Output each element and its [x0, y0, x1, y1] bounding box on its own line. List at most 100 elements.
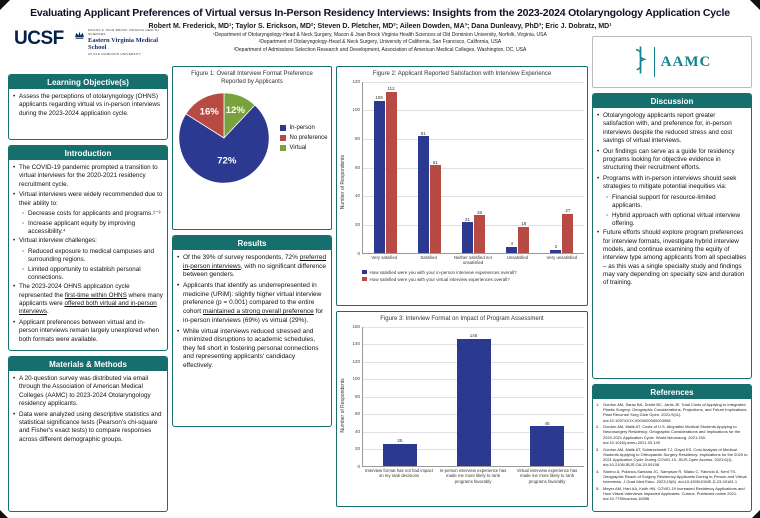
bar-group: 2 27: [540, 82, 584, 253]
legend-item: How satisfied were you with your virtual…: [362, 277, 584, 282]
bar: [429, 165, 441, 253]
bar: [530, 426, 565, 466]
bullet-marker: •: [597, 175, 600, 183]
corner-mark: [0, 0, 10, 10]
gridline: [363, 224, 584, 226]
chart-area: Number of Respondents 0 20 40 60 80 100 120 140 1…: [340, 323, 584, 485]
gridline: [363, 138, 584, 140]
results-body: • Of the 39% of survey respondents, 72% p…: [173, 250, 331, 426]
bar-with-label: 61: [429, 82, 441, 253]
sub-bullet-text: Increase applicant equity by improving a…: [28, 219, 136, 236]
bar-chart-legend: How satisfied were you with your in-pers…: [362, 270, 584, 282]
bar: [550, 249, 562, 253]
bar-with-label: 2: [550, 82, 562, 253]
legend-item: How satisfied were you with your in-pers…: [362, 270, 584, 275]
reference-item: 1. Gordon AM, Sarac BA, Drolet BC, Janis …: [596, 402, 748, 423]
bar-with-label: 112: [385, 82, 397, 253]
discussion-header: Discussion: [593, 94, 751, 108]
sub-bullet-text: Financial support for resource-limited a…: [612, 194, 716, 210]
y-tick-label: 120: [352, 358, 360, 364]
sub-bullet-item: ◦ Decrease costs for applicants and progr…: [22, 210, 163, 218]
reference-number: 4.: [596, 468, 600, 474]
affiliation-3: ³Department of Admissions Selection Rese…: [233, 46, 527, 53]
pie-slice-in-person: [179, 104, 270, 184]
authors-line: Robert M. Frederick, MD¹; Taylor S. Eric…: [148, 23, 612, 30]
category-label: Satisfied: [420, 255, 437, 260]
legend-label: No preference: [289, 135, 328, 141]
plot-column: 0 20 40 60 80 100 120 140 160 25 145 45 Interview fo…: [348, 323, 584, 485]
evms-line2: Eastern Virginia Medical School: [88, 37, 159, 52]
bar-group: 81 61: [407, 82, 451, 253]
bar-with-label: 45: [530, 327, 565, 466]
bullet-text: Otolaryngology applicants report greater…: [603, 112, 733, 144]
bullet-item: • Virtual interviews were widely recommen…: [13, 191, 163, 208]
bar-value-label: 25: [397, 438, 403, 444]
sub-bullet-item: ◦ Limited opportunity to establish person…: [22, 266, 163, 283]
bullet-marker: •: [13, 93, 16, 100]
bullet-text: Applicant preferences between virtual an…: [19, 319, 160, 343]
bullet-item: • Our findings can serve as a guide for r…: [597, 148, 747, 173]
bar-value-label: 2: [554, 244, 558, 250]
y-tick-label: 40: [354, 193, 360, 199]
bar: [456, 338, 491, 466]
bar-value-label: 26: [476, 209, 482, 215]
bar-with-label: 145: [456, 327, 491, 466]
section-references: References 1. Gordon AM, Sarac BA, Drolet…: [592, 384, 752, 512]
bar: [518, 226, 530, 253]
category-label: In-person interview experience has made …: [439, 468, 507, 484]
y-tick-label: 100: [352, 107, 360, 113]
pie-value-label: 12%: [226, 105, 246, 116]
evms-line3: at Old Dominion University: [88, 52, 142, 57]
pie-chart: 12% 72% 16%: [179, 92, 270, 184]
materials-methods-body: • A 20-question survey was distributed vi…: [9, 371, 167, 511]
bar-group: 25: [363, 327, 437, 466]
bullet-marker: •: [13, 319, 16, 327]
y-axis: 0 20 40 60 80 100 120 140 160: [348, 323, 362, 469]
bar-groups: 106 112 81 61 21 26 4 18 2 27: [363, 82, 584, 253]
bullet-marker: •: [597, 229, 600, 237]
pie-legend-item: No preference: [280, 135, 328, 141]
legend-swatch: [280, 145, 287, 151]
bullet-item: • Of the 39% of survey respondents, 72% p…: [177, 254, 327, 280]
bar-group: 106 112: [363, 82, 407, 253]
legend-label: How satisfied were you with your virtual…: [369, 276, 510, 282]
figure-1: Figure 1: Overall Interview Format Prefe…: [172, 66, 332, 230]
discussion-body: • Otolaryngology applicants report greate…: [593, 108, 751, 378]
gridline: [363, 167, 584, 169]
reference-item: 2. Gordon AM, Malik AT. Costs of U.S. All…: [596, 424, 748, 445]
bullet-text: Virtual interviews were widely recommend…: [19, 191, 163, 207]
bullet-text: Future efforts should explore program pr…: [603, 229, 747, 287]
bar-with-label: 26: [474, 82, 485, 253]
reference-text: Gordon AM, Malik AT. Costs of U.S. Allop…: [603, 424, 741, 445]
bullet-marker: •: [13, 237, 16, 245]
legend-swatch: [362, 276, 367, 282]
middle-right-column: Figure 2: Applicant Reported Satisfactio…: [336, 66, 588, 512]
bullet-marker: •: [597, 112, 600, 119]
y-tick-label: 160: [352, 323, 360, 329]
legend-label: Virtual: [289, 145, 307, 151]
sub-bullet-marker: ◦: [22, 248, 25, 256]
category-labels: Interview format has not had impact on m…: [362, 468, 584, 484]
plot-column: 0 20 40 60 80 100 120 106 112 81 61 21 26 4 18 2 27 Very …: [348, 79, 584, 282]
y-tick-label: 80: [354, 393, 360, 399]
bullet-marker: •: [13, 375, 16, 382]
evms-line1: Macon & Joan Brock Virginia Health Scien…: [88, 28, 159, 36]
aamc-logo-divider: [653, 47, 655, 77]
bar-value-label: 45: [544, 420, 550, 426]
y-tick-label: 0: [357, 463, 360, 469]
bullet-marker: •: [13, 164, 16, 171]
y-axis-label: Number of Respondents: [340, 154, 346, 209]
plot-row: 0 20 40 60 80 100 120 140 160 25 145 45: [348, 323, 584, 469]
bullet-text: Virtual interview challenges:: [19, 237, 97, 245]
bar-with-label: 81: [417, 82, 429, 253]
figure-3-bar-chart: Number of Respondents 0 20 40 60 80 100 120 140 1…: [340, 323, 584, 485]
y-tick-label: 0: [357, 250, 360, 256]
y-tick-label: 100: [352, 376, 360, 381]
aamc-logo: AAMC: [592, 36, 752, 88]
bar-with-label: 25: [382, 327, 417, 466]
y-tick-label: 20: [354, 446, 360, 451]
sub-bullet-item: ◦ Financial support for resource-limited …: [606, 194, 747, 211]
bullet-text: Applicants that identify as underreprese…: [183, 282, 324, 324]
pie-legend-item: Virtual: [280, 145, 327, 151]
reference-item: 3. Gordon AM, Malik AT, Scharschmidt TJ, …: [596, 447, 748, 468]
